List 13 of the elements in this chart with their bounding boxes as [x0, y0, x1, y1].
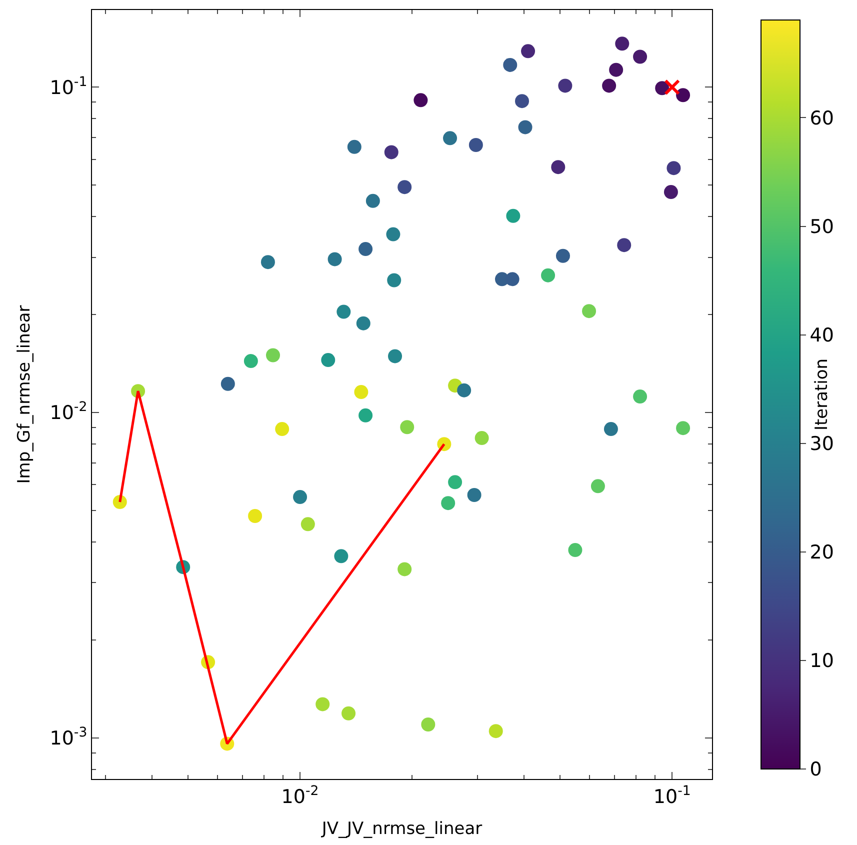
color-bar-label: 50 — [810, 216, 834, 238]
y-tick-label: 10$^{-3}$ — [50, 726, 88, 750]
color-bar-title: Iteration — [812, 358, 832, 431]
y-tick-label: 10$^{-1}$ — [50, 74, 88, 99]
color-bar-label: 60 — [810, 107, 834, 130]
color-bar-label: 30 — [810, 433, 834, 455]
y-axis-title: Imp_Gf_nrmse_linear — [14, 305, 34, 484]
y-tick-label: 10$^{-2}$ — [50, 400, 88, 424]
color-bar-label: 10 — [810, 650, 834, 672]
x-axis-title: JV_JV_nrmse_linear — [320, 819, 482, 840]
color-bar-label: 20 — [810, 542, 834, 564]
color-bar-label: 40 — [810, 324, 834, 346]
color-bar-label: 0 — [810, 758, 822, 781]
